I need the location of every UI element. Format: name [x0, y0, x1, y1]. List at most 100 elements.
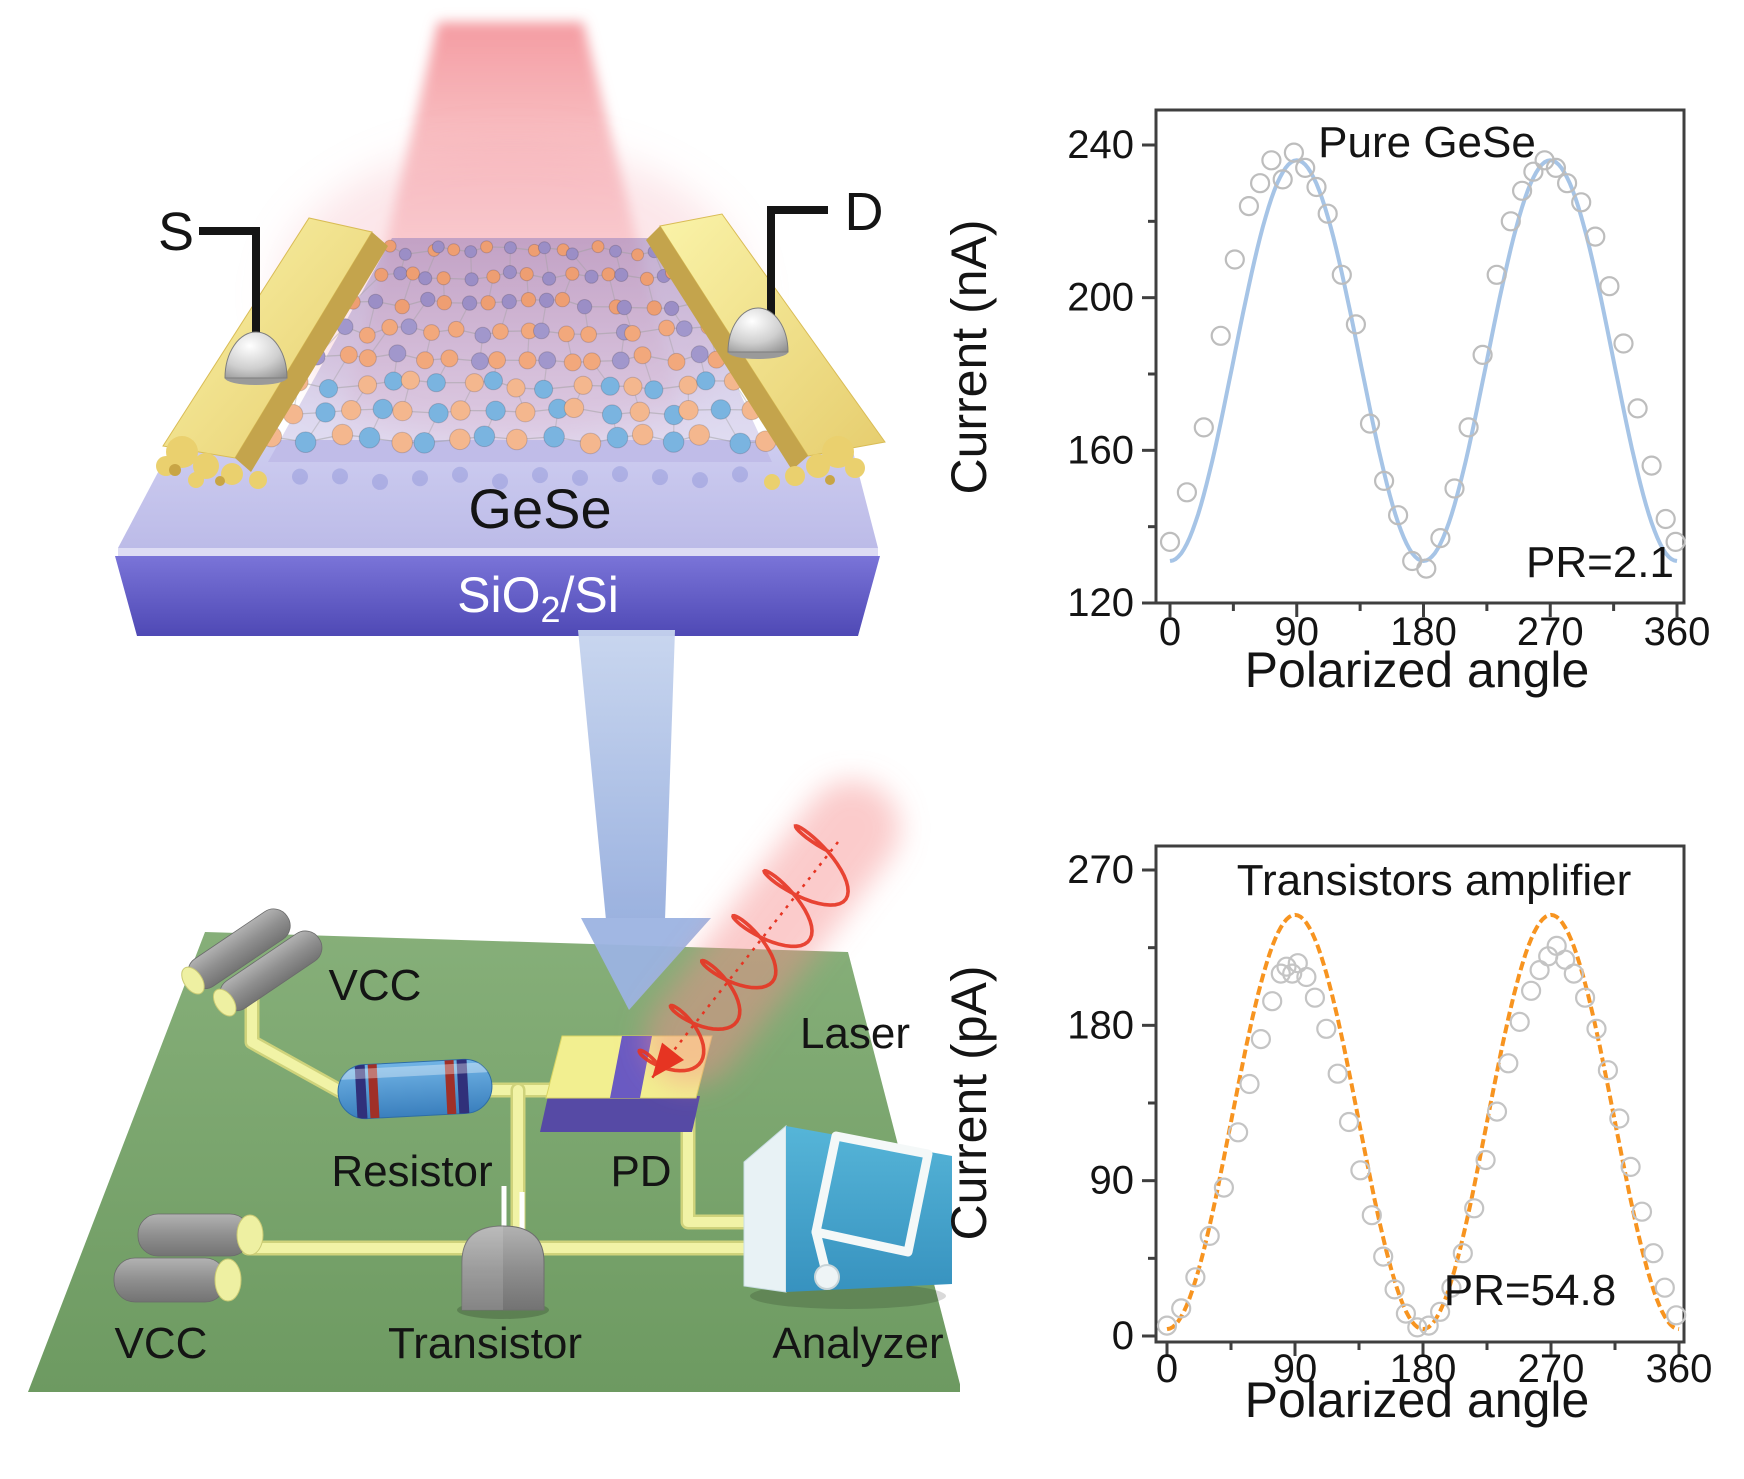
- atom: [501, 293, 517, 310]
- atom: [474, 326, 492, 344]
- data-point: [1331, 264, 1352, 285]
- data-point: [1213, 1177, 1234, 1198]
- atom: [580, 326, 597, 343]
- data-point: [1210, 325, 1231, 346]
- x-tick-label: 90: [1275, 610, 1320, 654]
- analyzer-knob: [814, 1264, 840, 1290]
- atom: [591, 240, 605, 254]
- data-point: [1295, 157, 1316, 179]
- gese-lattice: [260, 238, 777, 490]
- right-electrode-side: [646, 226, 808, 470]
- data-point: [1620, 1156, 1641, 1177]
- atom: [449, 428, 471, 451]
- atom: [538, 351, 557, 370]
- atom: [381, 318, 399, 336]
- drain-label: D: [845, 182, 884, 242]
- focus-arrow: [578, 630, 711, 1010]
- atom: [611, 351, 630, 370]
- data-point: [1597, 1060, 1619, 1081]
- source-probe-dome: [224, 331, 288, 379]
- atom: [400, 318, 418, 336]
- data-point: [1250, 1029, 1271, 1050]
- atom: [609, 244, 622, 258]
- data-point: [1287, 953, 1308, 974]
- left-electrode-side: [235, 232, 388, 472]
- resistor-bands: [337, 1059, 491, 1120]
- atom: [394, 298, 410, 315]
- data-point: [1361, 1205, 1382, 1226]
- atom: [420, 291, 436, 308]
- chart1-plot: 0 90 180 270 360 120 160 200 240: [1067, 108, 1710, 654]
- data-point: [1282, 963, 1303, 984]
- atom: [678, 400, 699, 421]
- atom: [563, 353, 582, 372]
- atom: [315, 402, 336, 423]
- atom: [515, 402, 536, 423]
- data-point: [1486, 1101, 1508, 1122]
- data-point: [1276, 956, 1297, 977]
- data-point: [1316, 1018, 1337, 1039]
- atom: [388, 344, 407, 363]
- data-point: [1613, 333, 1634, 354]
- plot-border: [1154, 844, 1686, 1344]
- laser-beam: [637, 780, 900, 1086]
- data-point: [1498, 1053, 1519, 1074]
- atom: [492, 323, 509, 340]
- data-point: [1359, 413, 1381, 434]
- atom: [506, 378, 526, 398]
- atom: [341, 400, 362, 421]
- source-contact: [199, 227, 288, 385]
- chart1-title: Pure GeSe: [1318, 118, 1536, 167]
- data-point: [1585, 226, 1606, 247]
- atom: [450, 400, 471, 421]
- right-electrode-sponge: [764, 436, 865, 490]
- data-point: [1599, 276, 1620, 297]
- substrate-front-face: [115, 556, 880, 636]
- chart2-y-axis-label: Current (pA): [950, 965, 997, 1240]
- resistor-label: Resistor: [331, 1147, 492, 1196]
- data-point: [1270, 963, 1291, 984]
- atom: [447, 320, 465, 338]
- atom: [374, 267, 389, 282]
- atom: [503, 241, 517, 255]
- atom: [537, 241, 551, 255]
- atom: [485, 400, 506, 421]
- atom: [464, 373, 484, 393]
- transistor-label: Transistor: [388, 1319, 582, 1368]
- atom: [518, 351, 537, 370]
- data-point: [1238, 195, 1259, 217]
- y-tick-label: 90: [1090, 1159, 1135, 1203]
- data-point: [1261, 150, 1282, 171]
- atom-shadow: [452, 466, 468, 483]
- chart2-title: Transistors amplifier: [1237, 856, 1631, 905]
- atom: [294, 431, 317, 454]
- atom: [488, 351, 506, 370]
- source-wire: [199, 227, 260, 344]
- data-point: [1395, 1303, 1416, 1324]
- atom-shadow: [612, 466, 628, 483]
- atom-shadow: [692, 472, 708, 489]
- analyzer-frame: [811, 1131, 933, 1257]
- atom: [573, 375, 593, 395]
- atom: [519, 267, 534, 282]
- data-point: [1407, 1317, 1428, 1338]
- y-tick-label: 240: [1067, 123, 1134, 167]
- data-point: [1306, 176, 1327, 198]
- lattice-shadow-dots: [292, 466, 748, 490]
- atom-shadow: [412, 470, 428, 487]
- atom-shadow: [372, 473, 388, 490]
- pd-base: [540, 1096, 700, 1132]
- atom-shadow: [732, 466, 748, 483]
- arrow-shaft: [578, 630, 675, 920]
- data-point: [1627, 398, 1648, 419]
- data-point: [1643, 1243, 1664, 1264]
- atom: [623, 376, 643, 396]
- y-tick-label: 120: [1067, 581, 1134, 625]
- atom: [624, 325, 641, 342]
- y-tick-label: 180: [1067, 1003, 1134, 1047]
- drain-probe-dome: [727, 307, 789, 353]
- pd-label: PD: [610, 1147, 671, 1196]
- data-point: [1430, 528, 1451, 549]
- atom: [542, 271, 557, 286]
